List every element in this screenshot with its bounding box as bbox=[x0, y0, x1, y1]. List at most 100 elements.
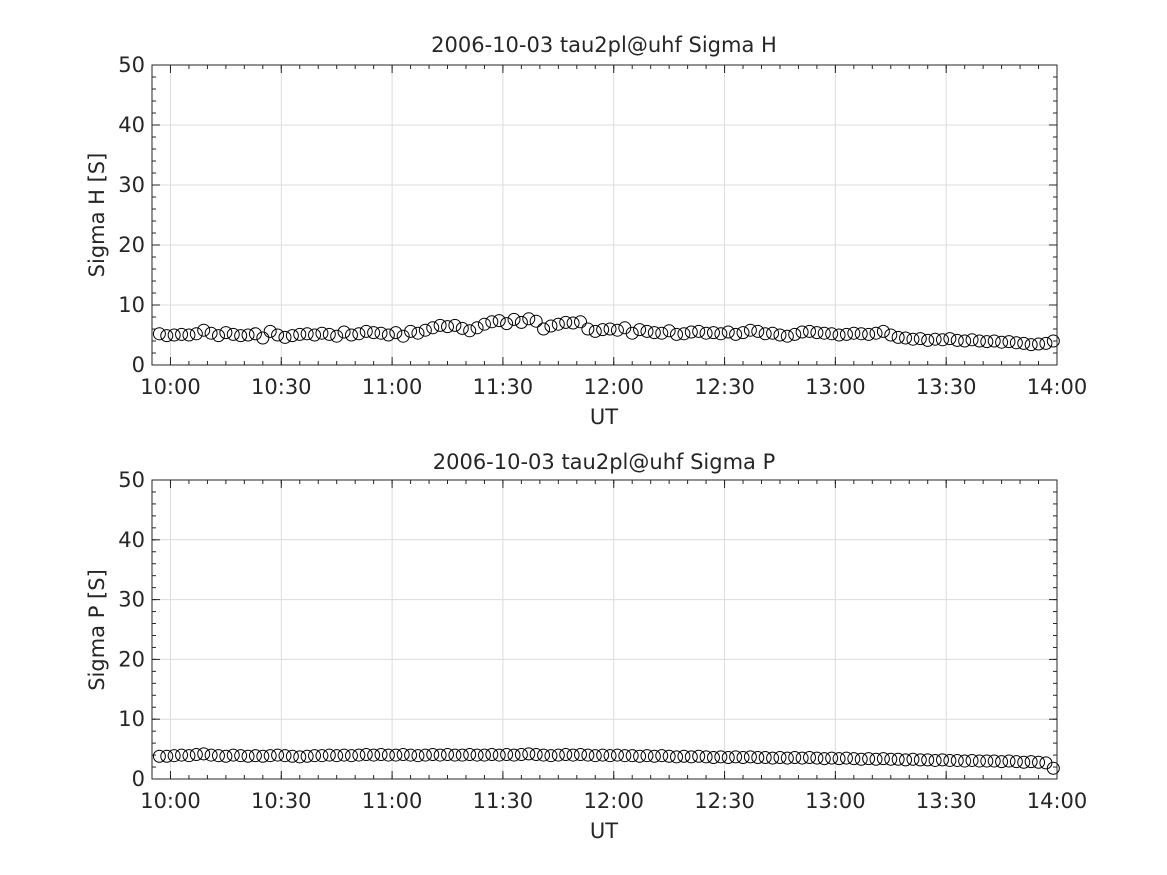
data-point bbox=[418, 323, 432, 337]
y-tick-label: 30 bbox=[118, 588, 145, 612]
data-point bbox=[566, 748, 580, 762]
plot-area bbox=[152, 480, 1057, 779]
data-point bbox=[308, 328, 322, 342]
data-point bbox=[330, 749, 344, 763]
data-point bbox=[182, 749, 196, 763]
data-point bbox=[544, 319, 558, 333]
axes-frame bbox=[151, 479, 1058, 780]
data-point bbox=[596, 748, 610, 762]
data-point bbox=[411, 326, 425, 340]
data-point bbox=[381, 328, 395, 342]
data-point bbox=[921, 753, 935, 767]
data-point bbox=[795, 751, 809, 765]
data-point bbox=[965, 333, 979, 347]
data-point bbox=[271, 748, 285, 762]
data-point bbox=[958, 754, 972, 768]
data-point bbox=[189, 327, 203, 341]
y-tick-label: 50 bbox=[118, 53, 145, 77]
data-point bbox=[788, 327, 802, 341]
y-tick-label: 50 bbox=[118, 468, 145, 492]
data-point bbox=[817, 326, 831, 340]
data-point bbox=[537, 322, 551, 336]
data-point bbox=[197, 323, 211, 337]
data-point bbox=[1039, 336, 1053, 350]
data-point bbox=[1046, 334, 1060, 348]
data-point bbox=[1024, 755, 1038, 769]
x-tick-label: 11:30 bbox=[473, 375, 534, 399]
chart-title: 2006-10-03 tau2pl@uhf Sigma H bbox=[431, 33, 777, 57]
data-point bbox=[448, 748, 462, 762]
data-point bbox=[211, 329, 225, 343]
data-point bbox=[463, 747, 477, 761]
data-point bbox=[780, 751, 794, 765]
data-point bbox=[529, 314, 543, 328]
data-point bbox=[935, 753, 949, 767]
data-point bbox=[662, 749, 676, 763]
data-point bbox=[559, 747, 573, 761]
data-point bbox=[160, 329, 174, 343]
data-point bbox=[987, 334, 1001, 348]
data-point bbox=[950, 333, 964, 347]
data-point bbox=[204, 748, 218, 762]
data-point bbox=[647, 326, 661, 340]
y-tick-label: 30 bbox=[118, 173, 145, 197]
data-point bbox=[633, 749, 647, 763]
data-point bbox=[640, 324, 654, 338]
data-point bbox=[692, 324, 706, 338]
data-point bbox=[640, 749, 654, 763]
data-point bbox=[1046, 761, 1060, 775]
data-point bbox=[344, 328, 358, 342]
data-point bbox=[625, 749, 639, 763]
data-point bbox=[869, 752, 883, 766]
data-point bbox=[219, 326, 233, 340]
data-point bbox=[891, 752, 905, 766]
x-tick-label: 11:30 bbox=[473, 789, 534, 813]
data-point bbox=[167, 749, 181, 763]
x-tick-label: 14:00 bbox=[1027, 789, 1088, 813]
data-point bbox=[500, 317, 514, 331]
data-point bbox=[721, 750, 735, 764]
data-point bbox=[256, 749, 270, 763]
data-point bbox=[987, 754, 1001, 768]
plot-area bbox=[152, 65, 1057, 365]
data-point bbox=[766, 326, 780, 340]
data-point bbox=[699, 750, 713, 764]
x-tick-label: 11:00 bbox=[362, 375, 423, 399]
data-point bbox=[655, 326, 669, 340]
data-point bbox=[396, 329, 410, 343]
data-point bbox=[492, 748, 506, 762]
data-point bbox=[248, 749, 262, 763]
data-point bbox=[965, 753, 979, 767]
data-point bbox=[263, 324, 277, 338]
data-point bbox=[854, 752, 868, 766]
data-point bbox=[278, 749, 292, 763]
data-point bbox=[359, 747, 373, 761]
data-point bbox=[477, 317, 491, 331]
data-point bbox=[485, 315, 499, 329]
data-point bbox=[692, 749, 706, 763]
data-point bbox=[197, 747, 211, 761]
data-point bbox=[285, 749, 299, 763]
x-tick-label: 14:00 bbox=[1027, 375, 1088, 399]
data-point bbox=[248, 327, 262, 341]
data-point bbox=[522, 747, 536, 761]
data-point bbox=[470, 321, 484, 335]
data-point bbox=[219, 749, 233, 763]
data-point bbox=[884, 752, 898, 766]
data-point bbox=[891, 330, 905, 344]
data-point bbox=[943, 332, 957, 346]
data-point bbox=[1002, 754, 1016, 768]
x-tick-label: 13:00 bbox=[805, 789, 866, 813]
data-point bbox=[492, 314, 506, 328]
data-point bbox=[677, 327, 691, 341]
data-point bbox=[958, 334, 972, 348]
data-point bbox=[1009, 336, 1023, 350]
data-point bbox=[441, 747, 455, 761]
data-point bbox=[825, 751, 839, 765]
x-tick-label: 10:30 bbox=[251, 375, 312, 399]
data-point bbox=[714, 327, 728, 341]
data-point bbox=[404, 324, 418, 338]
data-point bbox=[603, 749, 617, 763]
data-point bbox=[322, 748, 336, 762]
data-point bbox=[573, 315, 587, 329]
